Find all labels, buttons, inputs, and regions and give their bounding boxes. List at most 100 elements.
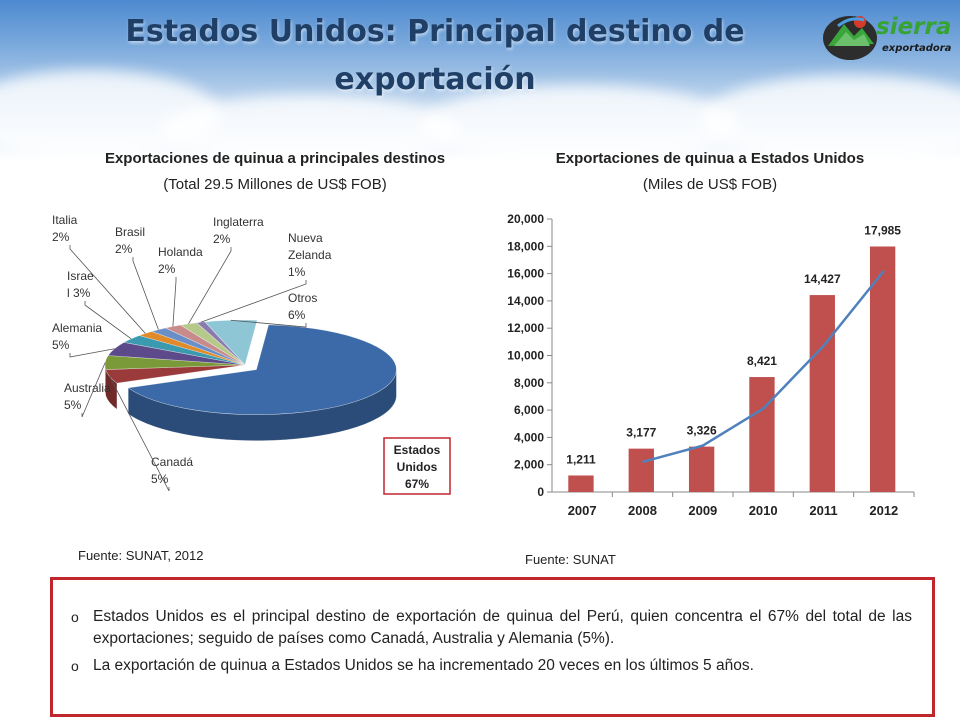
pie-label-line: 6% <box>288 308 306 322</box>
pie-top-group <box>104 319 397 415</box>
pie-label-line: 1% <box>288 265 306 279</box>
x-tick-label: 2012 <box>869 503 898 518</box>
pie-label-line: 5% <box>52 338 70 352</box>
y-tick-label: 20,000 <box>507 212 544 226</box>
y-tick-label: 18,000 <box>507 239 544 253</box>
pie-label-line: Italia <box>52 213 78 227</box>
bar-value-label: 14,427 <box>804 272 841 286</box>
pie-label-line: 2% <box>52 230 70 244</box>
notes-box: o Estados Unidos es el principal destino … <box>50 577 935 717</box>
y-tick-label: 12,000 <box>507 321 544 335</box>
bar-value-label: 3,326 <box>687 424 717 438</box>
y-tick-label: 14,000 <box>507 294 544 308</box>
x-tick-label: 2011 <box>809 503 837 518</box>
note-text: Estados Unidos es el principal destino d… <box>93 608 912 647</box>
y-tick-label: 6,000 <box>514 403 544 417</box>
pie-source: Fuente: SUNAT, 2012 <box>78 548 204 563</box>
pie-label-holanda: Holanda 2% <box>158 245 203 276</box>
bullet-icon: o <box>71 658 79 674</box>
pie-label-line: Nueva <box>288 231 323 245</box>
pie-leader-holanda <box>172 277 177 327</box>
slide-title: Estados Unidos: Principal destino de exp… <box>125 14 745 97</box>
pie-leader-alemania <box>69 348 115 358</box>
bar-2010 <box>749 377 775 492</box>
bar-axes: 0 2,000 4,000 6,000 8,000 10,000 12,000 14,000 1… <box>507 212 915 518</box>
pie-label-line: Estados <box>394 443 441 457</box>
logo-mountain-icon <box>823 16 877 60</box>
pie-label-line: 67% <box>405 477 429 491</box>
pie-leader-italia <box>69 245 146 334</box>
sky-background <box>0 0 960 165</box>
pie-label-nueva-zelanda: Nueva Zelanda 1% <box>288 231 332 279</box>
pie-chart: Canadá 5% Australia 5% Alemania 5% Israe l 3% It… <box>52 213 451 495</box>
y-tick-label: 16,000 <box>507 267 544 281</box>
pie-leader-israel <box>84 301 132 340</box>
bar-chart-subtitle: (Miles de US$ FOB) <box>642 176 778 193</box>
pie-leader-inglaterra <box>188 247 232 325</box>
logo-name: sierra <box>876 14 952 40</box>
pie-label-israel: Israe l 3% <box>67 269 94 300</box>
bar-value-label: 3,177 <box>626 426 656 440</box>
pie-slice-estados-unidos <box>127 324 397 415</box>
pie-leader-brasil <box>132 257 159 330</box>
pie-label-line: 5% <box>64 398 82 412</box>
pie-label-line: 2% <box>213 232 231 246</box>
note-item: o La exportación de quinua a Estados Unid… <box>71 655 912 677</box>
bar-2012 <box>869 246 896 492</box>
sierra-exportadora-logo: sierra exportadora <box>820 8 952 68</box>
y-tick-label: 8,000 <box>514 376 544 390</box>
bar-value-label: 8,421 <box>747 354 777 368</box>
pie-label-line: 2% <box>158 262 176 276</box>
pie-label-brasil: Brasil 2% <box>115 225 145 256</box>
pie-label-line: Brasil <box>115 225 145 239</box>
pie-label-line: 2% <box>115 242 133 256</box>
y-tick-label: 2,000 <box>514 458 544 472</box>
x-tick-label: 2007 <box>568 503 597 518</box>
pie-label-australia: Australia 5% <box>64 381 111 412</box>
x-tick-label: 2008 <box>628 503 657 518</box>
pie-label-line: Canadá <box>151 455 193 469</box>
pie-label-line: Australia <box>64 381 111 395</box>
y-tick-label: 0 <box>537 485 544 499</box>
bar-2011 <box>809 295 835 492</box>
bar-chart-title: Exportaciones de quinua a Estados Unidos <box>555 150 865 167</box>
pie-label-line: Israe <box>67 269 94 283</box>
pie-leader-otros <box>230 319 307 328</box>
pie-labels: Canadá 5% Australia 5% Alemania 5% Israe l 3% It… <box>52 213 451 495</box>
pie-label-line: Holanda <box>158 245 203 259</box>
bar-chart: 0 2,000 4,000 6,000 8,000 10,000 12,000 14,000 1… <box>507 212 915 518</box>
pie-label-otros: Otros 6% <box>288 291 317 322</box>
pie-label-line: Alemania <box>52 321 102 335</box>
x-tick-label: 2009 <box>688 503 717 518</box>
pie-label-estados-unidos: Estados Unidos 67% <box>394 443 441 491</box>
note-item: o Estados Unidos es el principal destino … <box>71 606 912 650</box>
logo-tagline: exportadora <box>882 43 952 54</box>
pie-label-canada: Canadá 5% <box>151 455 193 486</box>
pie-label-line: l 3% <box>67 286 91 300</box>
pie-label-line: Unidos <box>397 460 438 474</box>
pie-label-line: Otros <box>288 291 317 305</box>
pie-chart-title: Exportaciones de quinua a principales de… <box>104 150 446 167</box>
bar-source: Fuente: SUNAT <box>525 552 616 567</box>
pie-label-line: Inglaterra <box>213 215 264 229</box>
bar-2008 <box>628 448 654 492</box>
note-text: La exportación de quinua a Estados Unido… <box>93 657 754 674</box>
pie-label-line: Zelanda <box>288 248 332 262</box>
pie-leader-australia <box>81 362 106 418</box>
bar-2007 <box>568 475 594 492</box>
bullet-icon: o <box>71 609 79 625</box>
bar-2009 <box>688 446 715 492</box>
bars: 1,211 3,177 3,326 8,421 14,427 17,985 <box>566 224 901 492</box>
pie-label-inglaterra: Inglaterra 2% <box>213 215 264 246</box>
x-tick-label: 2010 <box>749 503 778 518</box>
bar-value-label: 1,211 <box>566 452 596 466</box>
pie-leader-nueva-zelanda <box>200 280 307 323</box>
pie-highlight-box <box>383 437 451 495</box>
pie-chart-subtitle: (Total 29.5 Millones de US$ FOB) <box>163 176 387 193</box>
pie-label-alemania: Alemania 5% <box>52 321 102 352</box>
bar-value-label: 17,985 <box>864 224 901 238</box>
trend-line <box>642 270 885 464</box>
pie-label-italia: Italia 2% <box>52 213 78 244</box>
y-tick-label: 10,000 <box>507 349 544 363</box>
y-tick-label: 4,000 <box>514 430 544 444</box>
